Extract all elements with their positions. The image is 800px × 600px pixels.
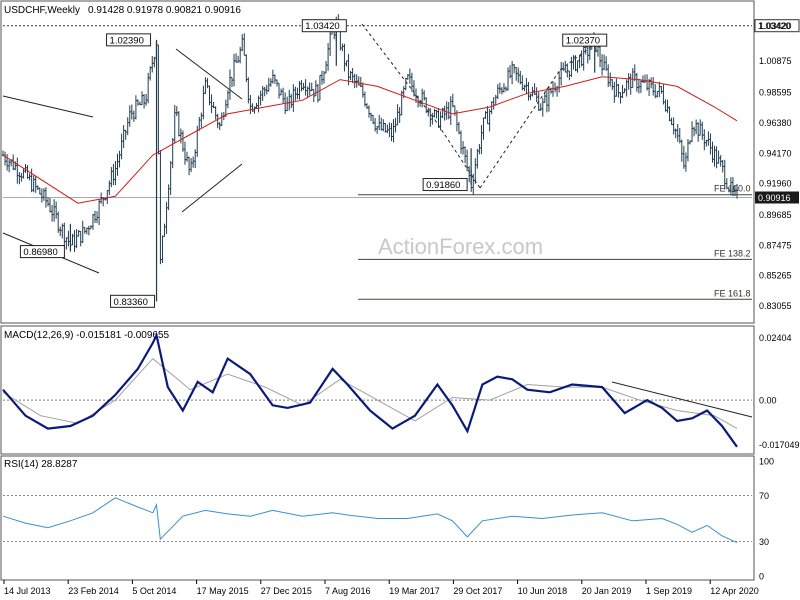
time-tick-label: 10 Jun 2018 (518, 586, 568, 596)
price-tick-label: 0.89685 (759, 210, 792, 220)
rsi-gridlines (3, 495, 752, 542)
price-tick-label: 0.87475 (759, 240, 792, 250)
time-tick-label: 5 Oct 2014 (132, 586, 176, 596)
macd-title: MACD(12,26,9) -0.015181 -0.009655 (4, 330, 170, 341)
current-price-box (755, 191, 799, 204)
high-value-label: 1.03420 (758, 21, 791, 31)
price-annotation-box (106, 33, 152, 47)
macd-axis-ticks: 0.02404 0.00 -0.017049 (759, 333, 800, 450)
time-tick-label: 19 Mar 2017 (389, 586, 440, 596)
macd-panel: MACD(12,26,9) -0.015181 -0.009655 0.0240… (0, 325, 800, 455)
trendline (2, 95, 94, 118)
price-annotation-box (422, 178, 468, 192)
trendline (175, 48, 243, 100)
price-annotation-label: 0.91860 (426, 180, 460, 191)
rsi-title: RSI(14) 28.8287 (4, 459, 78, 470)
time-tick-label: 1 Sep 2019 (646, 586, 692, 596)
time-tick-label: 14 Jul 2013 (4, 586, 51, 596)
current-price-label: 0.90916 (758, 193, 791, 203)
price-tick-label: 0.98595 (759, 87, 792, 97)
chart-header-ohlc: 0.91428 0.91978 0.90821 0.90916 (88, 5, 241, 16)
price-panel: USDCHF,Weekly 0.91428 0.91978 0.90821 0.… (0, 0, 800, 324)
price-annotation-label: 1.03420 (305, 21, 339, 32)
price-annotation-box (301, 19, 347, 33)
trendline (361, 23, 436, 121)
macd-tick-label: 0.00 (759, 396, 777, 406)
price-gridlines: 1.03420 0.90916 (3, 19, 800, 204)
high-value-box (754, 19, 800, 33)
time-tick-label: 12 Apr 2020 (710, 586, 759, 596)
time-axis: 14 Jul 2013 23 Feb 2014 5 Oct 2014 17 May 2… (3, 580, 759, 596)
macd-trendline (611, 381, 753, 418)
price-tick-label: 0.91960 (759, 179, 792, 189)
price-annotation-box (19, 245, 65, 259)
price-tick-label: 0.85265 (759, 271, 792, 281)
price-annotation-label: 1.02370 (566, 36, 600, 47)
price-panel-frame (0, 0, 755, 324)
price-tick-label: 1.03420 (759, 21, 792, 31)
rsi-panel: RSI(14) 28.8287 100 70 30 0 (0, 455, 774, 582)
price-axis-ticks: 1.03420 1.00875 0.98595 0.96380 0.94170 0.919… (759, 21, 792, 311)
fib-extension-levels: FE 100.0 FE 138.2 FE 161.8 (358, 184, 752, 300)
price-tick-label: 0.96380 (759, 118, 792, 128)
rsi-tick-label: 30 (759, 537, 769, 547)
price-annotation-label: 1.02390 (110, 35, 144, 46)
trendline (434, 119, 481, 189)
macd-tick-label: -0.017049 (759, 440, 800, 450)
trendline (181, 163, 243, 213)
rsi-tick-label: 100 (759, 457, 774, 467)
time-tick-label: 17 May 2015 (197, 586, 249, 596)
macd-line (2, 331, 738, 448)
rsi-tick-label: 70 (759, 491, 769, 501)
time-tick-label: 27 Dec 2015 (261, 586, 312, 596)
price-tick-label: 1.00875 (759, 56, 792, 66)
price-annotations: 1.02390 1.03420 1.02370 0.91860 0.86980 0.833… (19, 19, 608, 308)
price-annotation-label: 0.86980 (23, 247, 57, 258)
moving-average-line (2, 76, 738, 204)
time-tick-label: 23 Feb 2014 (68, 586, 119, 596)
watermark: ActionForex.com (378, 234, 543, 259)
price-bars (1, 14, 739, 302)
time-tick-label: 20 Jan 2019 (582, 586, 632, 596)
price-tick-label: 0.83055 (759, 301, 792, 311)
macd-tick-label: 0.02404 (759, 333, 792, 343)
fib-level-label: FE 161.8 (714, 288, 751, 298)
macd-signal-line (2, 357, 738, 430)
fib-level-label: FE 100.0 (714, 184, 751, 194)
price-annotation-box (110, 294, 156, 308)
macd-panel-frame (0, 325, 755, 455)
fib-level-label: FE 138.2 (714, 248, 751, 258)
rsi-tick-label: 0 (759, 572, 764, 582)
time-tick-label: 7 Aug 2016 (325, 586, 371, 596)
rsi-line (2, 497, 738, 544)
trendline (559, 39, 601, 71)
chart-header-symbol: USDCHF,Weekly (4, 5, 80, 16)
price-tick-label: 0.94170 (759, 148, 792, 158)
price-annotation-label: 0.83360 (114, 297, 148, 308)
rsi-axis-ticks: 100 70 30 0 (759, 457, 774, 582)
price-annotation-box (562, 33, 608, 47)
time-tick-label: 29 Oct 2017 (453, 586, 502, 596)
